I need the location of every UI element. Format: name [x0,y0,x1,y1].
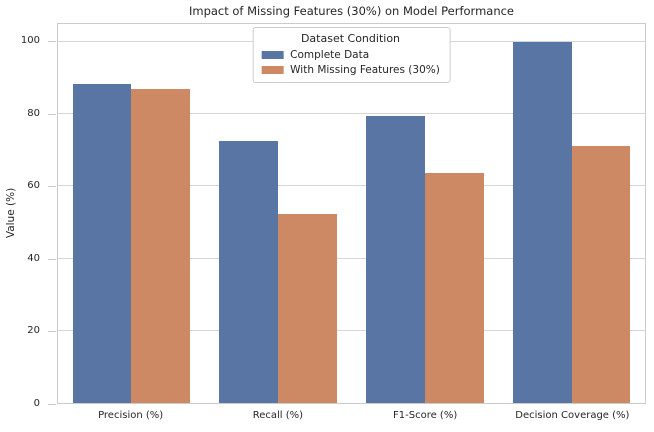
legend-label-1: With Missing Features (30%) [290,63,440,76]
y-axis-label-text: Value (%) [5,187,17,239]
bar-complete-2 [366,116,425,403]
y-tick-mark-100 [48,41,56,43]
y-tick-label-40: 40 [27,252,40,264]
y-tick-mark-60 [48,186,56,188]
chart-title: Impact of Missing Features (30%) on Mode… [188,4,515,18]
bar-complete-0 [72,83,132,403]
y-tick-label-60: 60 [27,180,40,192]
y-tick-mark-0 [48,404,56,405]
y-tick-mark-20 [48,331,56,333]
legend-label-0: Complete Data [290,48,370,61]
gridline-y-60 [58,185,645,187]
bar-complete-1 [219,141,279,403]
y-tick-label-100: 100 [20,35,40,47]
legend: Dataset Condition Complete Data With Miss… [252,27,451,83]
bar-missing-2 [424,173,484,403]
y-tick-label-80: 80 [27,107,40,119]
legend-title: Dataset Condition [300,32,401,45]
y-tick-mark-80 [48,113,56,115]
bar-missing-1 [278,214,337,403]
legend-item-1: With Missing Features (30%) [261,62,440,77]
legend-swatch-1 [261,65,284,74]
legend-items: Complete Data With Missing Features (30%) [261,47,440,77]
gridline-y-20 [58,329,645,331]
gridline-y-40 [58,257,645,259]
bar-complete-3 [512,42,572,403]
x-tick-label-1: Recall (%) [252,410,304,421]
y-tick-label-20: 20 [27,325,40,337]
plot-area: Dataset Condition Complete Data With Miss… [57,23,646,404]
y-tick-label-0: 0 [33,398,40,409]
legend-swatch-0 [261,50,284,59]
x-tick-label-2: F1-Score (%) [393,410,458,421]
y-tick-mark-40 [48,258,56,260]
legend-item-0: Complete Data [261,47,440,62]
x-tick-label-3: Decision Coverage (%) [515,410,630,421]
bar-missing-0 [131,88,191,403]
gridline-y-80 [58,113,645,115]
bar-missing-3 [571,145,631,403]
x-tick-label-0: Precision (%) [98,410,164,421]
